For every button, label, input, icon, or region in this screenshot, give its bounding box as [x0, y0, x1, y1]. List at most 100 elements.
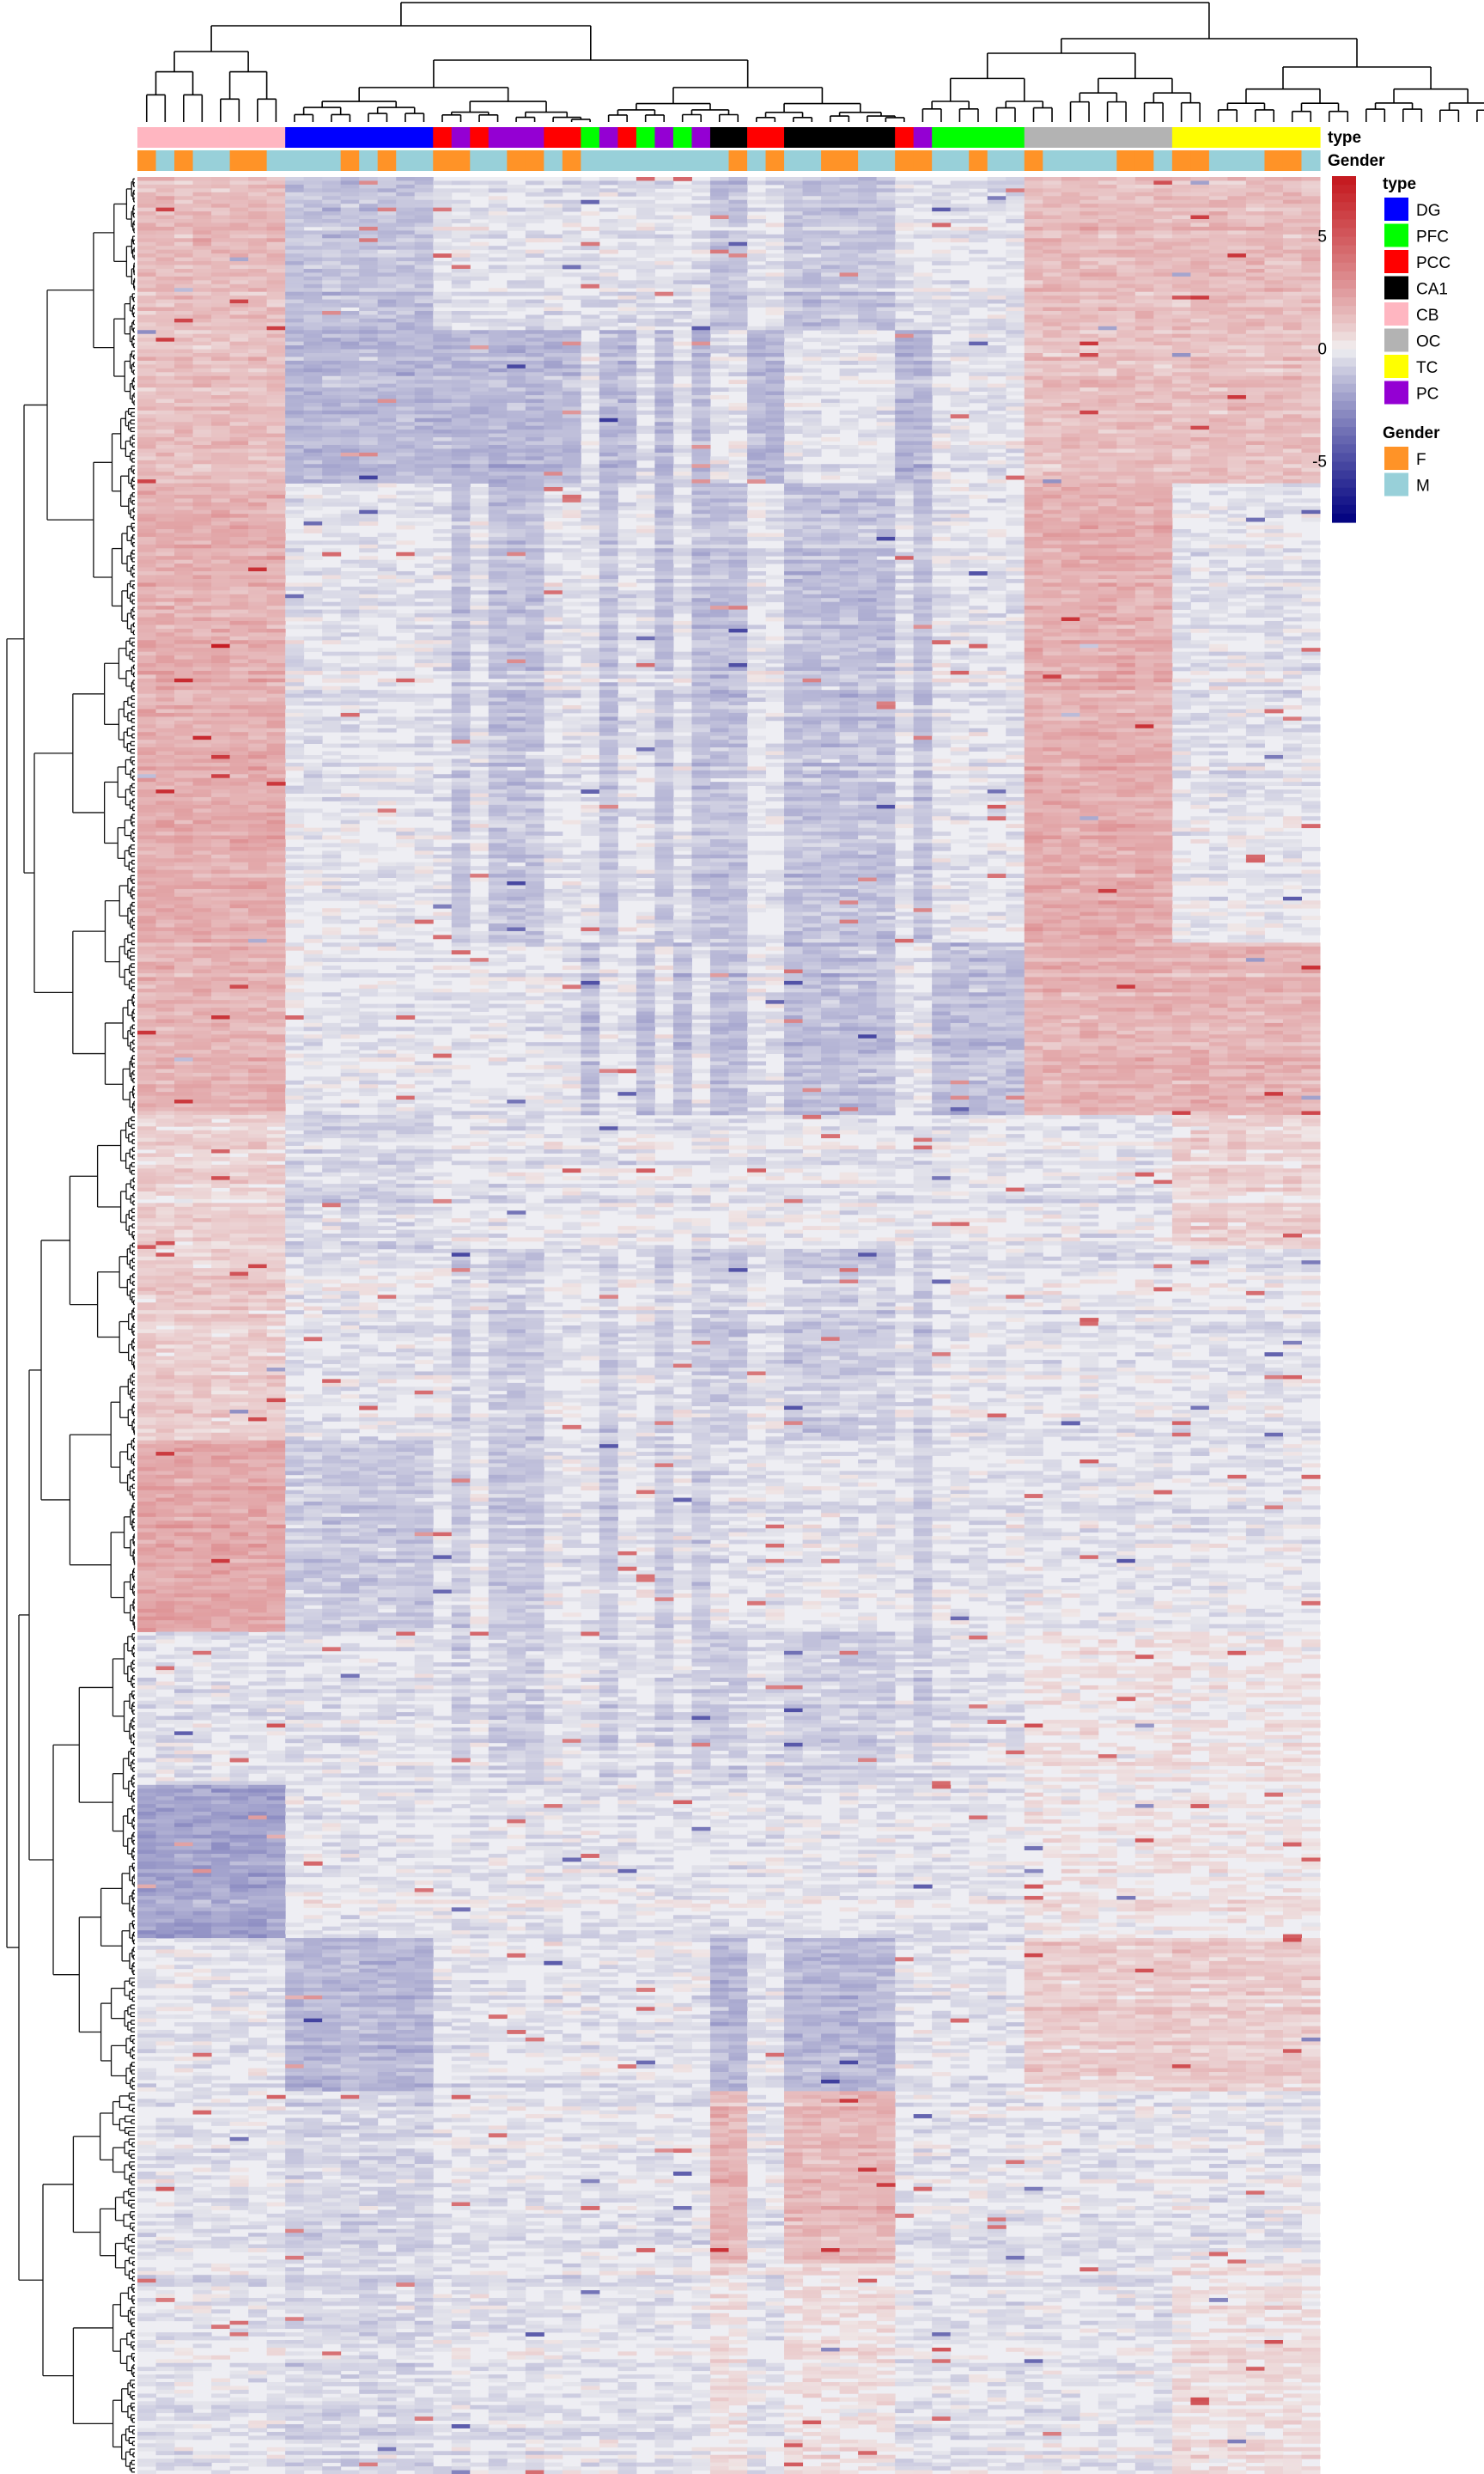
heatmap-cell — [1116, 227, 1135, 231]
heatmap-cell — [489, 342, 508, 346]
heatmap-cell — [248, 272, 267, 277]
heatmap-cell — [1264, 222, 1283, 227]
heatmap-cell — [396, 211, 415, 216]
heatmap-cell — [766, 319, 785, 323]
heatmap-cell — [174, 192, 193, 197]
heatmap-cell — [895, 361, 914, 365]
heatmap-cell — [156, 345, 175, 350]
heatmap-cell — [1116, 204, 1135, 208]
type-cell-OC — [1135, 127, 1154, 148]
heatmap-cell — [396, 319, 415, 323]
heatmap-cell — [563, 330, 581, 334]
heatmap-cell — [1264, 342, 1283, 346]
heatmap-cell — [673, 300, 692, 304]
type-cell-TC — [1209, 127, 1228, 148]
heatmap-cell — [1172, 269, 1191, 273]
heatmap-cell — [248, 200, 267, 204]
heatmap-cell — [1006, 238, 1025, 242]
heatmap-cell — [193, 258, 212, 262]
heatmap-cell — [1264, 216, 1283, 220]
heatmap-cell — [322, 219, 341, 223]
heatmap-cell — [193, 200, 212, 204]
heatmap-cell — [1135, 356, 1154, 361]
heatmap-cell — [1190, 277, 1209, 281]
heatmap-cell — [174, 303, 193, 308]
heatmap-cell — [729, 258, 748, 262]
heatmap-cell — [304, 292, 323, 296]
heatmap-cell — [617, 222, 636, 227]
heatmap-cell — [489, 200, 508, 204]
heatmap-cell — [433, 216, 452, 220]
heatmap-cell — [489, 180, 508, 185]
heatmap-cell — [581, 258, 599, 262]
heatmap-cell — [1264, 353, 1283, 357]
heatmap-cell — [1246, 177, 1265, 181]
heatmap-cell — [636, 235, 655, 239]
heatmap-cell — [156, 292, 175, 296]
heatmap-cell — [341, 284, 360, 289]
heatmap-cell — [1043, 330, 1061, 334]
heatmap-cell — [1283, 300, 1302, 304]
heatmap-cell — [1043, 280, 1061, 284]
heatmap-cell — [1190, 296, 1209, 300]
heatmap-cell — [784, 208, 803, 212]
heatmap-cell — [396, 350, 415, 354]
heatmap-cell — [1246, 261, 1265, 265]
heatmap-cell — [766, 261, 785, 265]
heatmap-cell — [322, 180, 341, 185]
heatmap-cell — [1025, 242, 1043, 247]
heatmap-cell — [1098, 222, 1117, 227]
heatmap-cell — [359, 185, 378, 189]
heatmap-cell — [378, 369, 397, 373]
heatmap-cell — [1006, 369, 1025, 373]
heatmap-cell — [877, 361, 896, 365]
heatmap-cell — [1153, 185, 1172, 189]
heatmap-cell — [489, 208, 508, 212]
heatmap-cell — [1283, 319, 1302, 323]
heatmap-cell — [729, 326, 748, 331]
heatmap-cell — [747, 334, 766, 338]
heatmap-cell — [489, 326, 508, 331]
heatmap-cell — [1227, 188, 1246, 192]
heatmap-cell — [599, 177, 618, 181]
heatmap-cell — [1301, 311, 1320, 315]
heatmap-cell — [156, 265, 175, 270]
heatmap-cell — [285, 188, 304, 192]
heatmap-cell — [230, 314, 249, 319]
heatmap-cell — [267, 246, 286, 250]
heatmap-cell — [1264, 230, 1283, 235]
heatmap-cell — [378, 272, 397, 277]
heatmap-cell — [673, 292, 692, 296]
heatmap-cell — [581, 364, 599, 369]
heatmap-cell — [858, 288, 877, 292]
heatmap-cell — [304, 253, 323, 258]
heatmap-cell — [1043, 300, 1061, 304]
heatmap-cell — [1043, 308, 1061, 312]
heatmap-cell — [267, 216, 286, 220]
gender-cell-M — [267, 150, 286, 171]
heatmap-cell — [932, 258, 951, 262]
heatmap-cell — [470, 369, 489, 373]
heatmap-cell — [1135, 334, 1154, 338]
heatmap-cell — [877, 345, 896, 350]
heatmap-cell — [1006, 330, 1025, 334]
heatmap-cell — [858, 326, 877, 331]
heatmap-cell — [1116, 311, 1135, 315]
heatmap-cell — [1080, 330, 1098, 334]
heatmap-cell — [1025, 269, 1043, 273]
heatmap-cell — [803, 258, 822, 262]
heatmap-cell — [174, 219, 193, 223]
heatmap-cell — [563, 208, 581, 212]
heatmap-cell — [322, 330, 341, 334]
heatmap-cell — [895, 200, 914, 204]
heatmap-cell — [784, 334, 803, 338]
heatmap-cell — [174, 242, 193, 247]
heatmap-cell — [563, 338, 581, 342]
heatmap-cell — [581, 211, 599, 216]
heatmap-cell — [729, 345, 748, 350]
heatmap-cell — [156, 330, 175, 334]
heatmap-cell — [951, 308, 970, 312]
heatmap-cell — [341, 369, 360, 373]
heatmap-cell — [470, 230, 489, 235]
heatmap-cell — [322, 300, 341, 304]
